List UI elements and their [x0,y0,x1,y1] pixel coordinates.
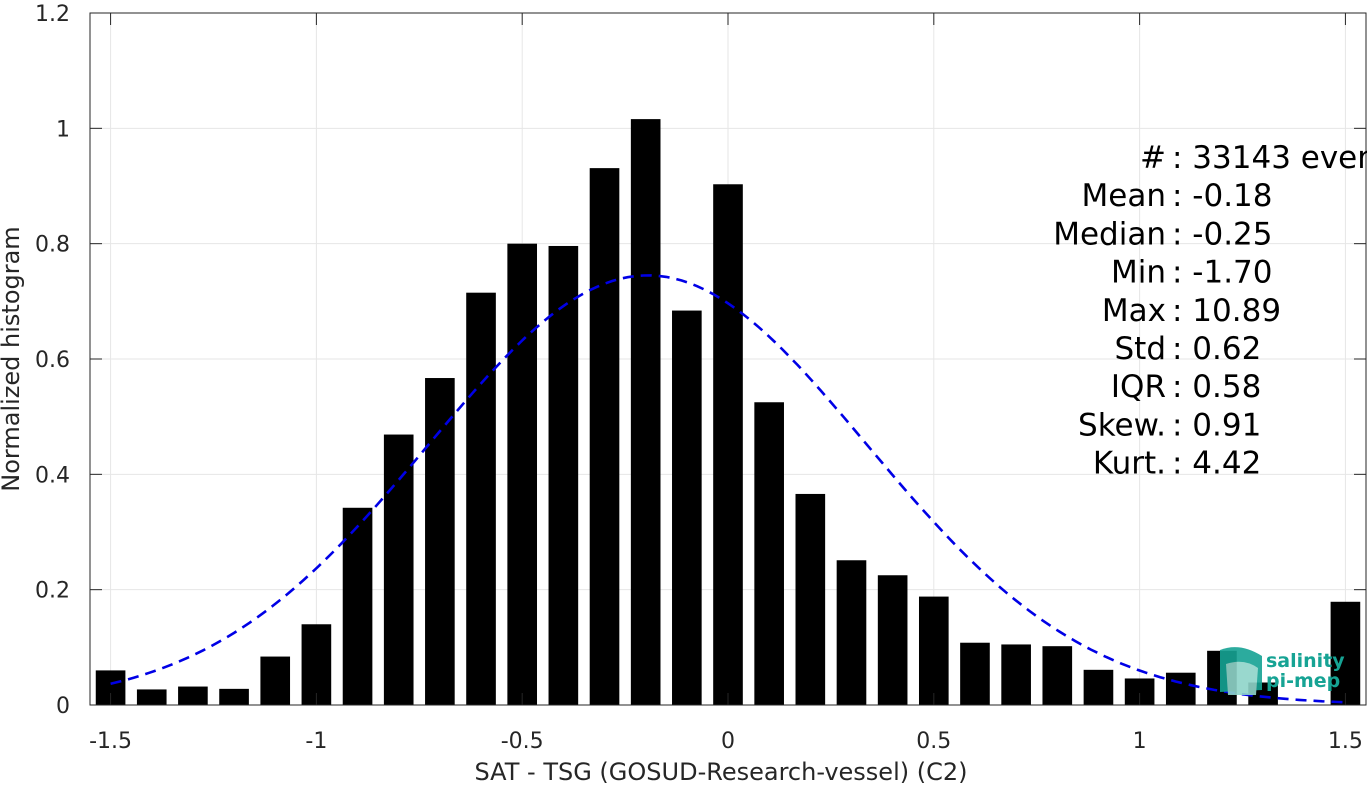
bar-29 [1330,601,1361,705]
bar-19 [877,575,908,705]
logo-text-line2: pi-mep [1266,670,1340,692]
logo-text-line1: salinity [1266,650,1345,672]
y-tick-label-5: 1 [56,117,70,142]
bar-12 [589,168,620,705]
bar-3 [219,688,249,705]
salinity-pi-mep-logo: salinity pi-mep [1220,647,1345,695]
bar-17 [795,493,826,705]
stat-label-2: Median [1053,216,1166,252]
bar-8 [425,378,455,705]
stat-label-0: # [1140,140,1166,176]
stat-value-3: : -1.70 [1172,255,1273,291]
bar-2 [178,686,208,705]
wave-logo-icon [1220,647,1262,695]
bar-26 [1165,672,1196,705]
bar-20 [918,596,949,705]
stat-value-5: : 0.62 [1172,331,1261,367]
stat-value-2: : -0.25 [1172,216,1273,252]
axes [89,12,1367,706]
y-tick-label-2: 0.4 [35,463,70,488]
x-tick-label-1: -1 [305,729,327,754]
x-axis-label: SAT - TSG (GOSUD-Research-vessel) (C2) [475,758,968,785]
gaussian-fit-curve [110,274,1346,704]
bar-16 [754,402,784,705]
stat-value-1: : -0.18 [1172,178,1273,214]
bar-6 [342,507,373,705]
x-tick-label-4: 0.5 [916,729,951,754]
bar-18 [836,560,867,705]
stat-label-4: Max [1102,293,1166,329]
bar-7 [383,434,414,705]
y-tick-label-3: 0.6 [35,348,70,373]
bar-1 [136,689,167,705]
bar-24 [1083,669,1114,705]
bar-11 [548,245,579,705]
stat-value-8: : 4.42 [1172,446,1261,482]
stat-value-0: : 33143 events [1172,140,1367,176]
x-tick-label-0: -1.5 [89,729,132,754]
bars [95,119,1361,705]
x-tick-label-5: 1 [1133,729,1147,754]
y-tick-label-4: 0.8 [35,233,70,258]
stat-value-4: : 10.89 [1172,293,1281,329]
stat-value-7: : 0.91 [1172,407,1261,443]
bar-5 [301,624,332,705]
stat-label-7: Skew. [1078,407,1166,443]
x-tick-label-6: 1.5 [1328,729,1363,754]
x-tick-label-3: 0 [721,729,735,754]
bar-13 [630,119,661,705]
stat-label-1: Mean [1082,178,1166,214]
bar-22 [1001,644,1031,705]
x-tick-labels: -1.5 -1 -0.5 0 0.5 1 1.5 [89,729,1363,754]
bar-10 [507,243,538,705]
stat-label-6: IQR [1111,369,1166,405]
bar-14 [672,310,702,705]
bar-4 [260,656,291,705]
bar-21 [960,642,990,705]
y-tick-label-6: 1.2 [35,2,70,27]
stat-label-5: Std [1114,331,1166,367]
y-axis-label: Normalized histogram [0,226,25,491]
bar-9 [466,292,496,705]
y-tick-labels: 0 0.2 0.4 0.6 0.8 1 1.2 [35,2,70,719]
stat-label-8: Kurt. [1093,446,1166,482]
stat-label-3: Min [1111,255,1166,291]
x-tick-label-2: -0.5 [501,729,544,754]
y-tick-label-0: 0 [56,694,70,719]
bar-15 [713,184,743,705]
stat-value-6: : 0.58 [1172,369,1261,405]
y-tick-label-1: 0.2 [35,579,70,604]
bar-23 [1042,646,1073,705]
